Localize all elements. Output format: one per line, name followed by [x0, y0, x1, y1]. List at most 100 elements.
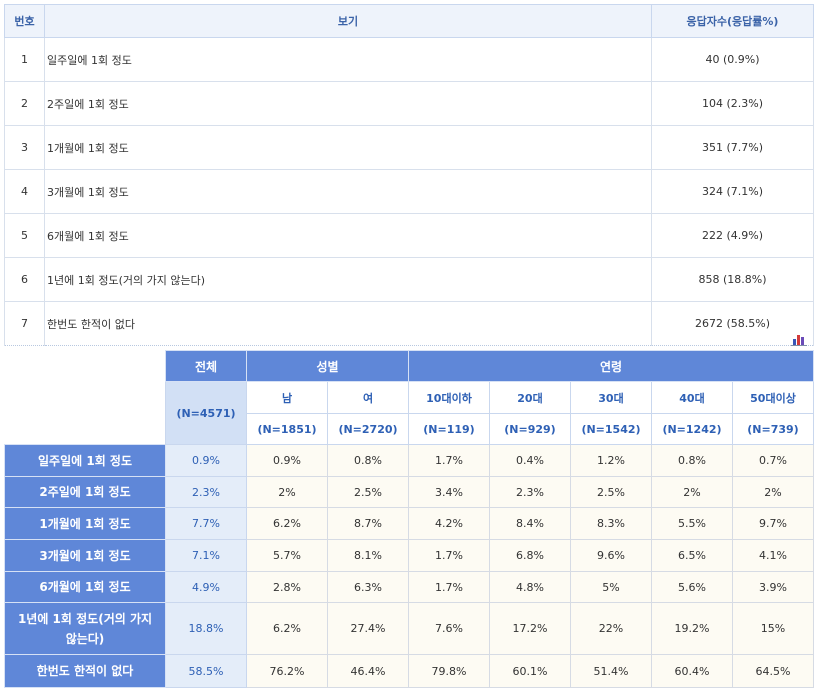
table-row: 7 한번도 한적이 없다 2672 (58.5%): [4, 301, 814, 346]
value-cell: 2.5%: [570, 476, 652, 508]
row-number: 7: [4, 301, 45, 346]
table-row: 1 일주일에 1회 정도 40 (0.9%): [4, 37, 814, 82]
value-cell: 8.1%: [327, 539, 409, 572]
value-cell: 76.2%: [246, 654, 328, 688]
value-cell: 9.6%: [570, 539, 652, 572]
table-row: 6개월에 1회 정도 4.9% 2.8% 6.3% 1.7% 4.8% 5% 5.6% 3.9%: [4, 571, 814, 603]
corner-blank: [4, 350, 166, 445]
column-n: (N=739): [732, 413, 814, 445]
column-n: (N=2720): [327, 413, 409, 445]
table-row: 4 3개월에 1회 정도 324 (7.1%): [4, 169, 814, 214]
row-option: 한번도 한적이 없다: [44, 301, 652, 346]
column-n: (N=1542): [570, 413, 652, 445]
row-option: 3개월에 1회 정도: [44, 169, 652, 214]
column-header: 40대: [651, 381, 733, 414]
value-cell: 8.3%: [570, 507, 652, 540]
row-label: 6개월에 1회 정도: [4, 571, 166, 603]
value-cell: 60.1%: [489, 654, 571, 688]
value-cell: 19.2%: [651, 602, 733, 655]
value-cell: 1.7%: [408, 539, 490, 572]
row-count: 104 (2.3%): [651, 81, 814, 126]
header-count: 응답자수(응답률%): [651, 4, 814, 38]
total-header: 전체: [165, 350, 247, 382]
value-cell: 6.5%: [651, 539, 733, 572]
value-cell: 0.9%: [246, 444, 328, 477]
header-no: 번호: [4, 4, 45, 38]
total-cell: 18.8%: [165, 602, 247, 655]
value-cell: 1.7%: [408, 571, 490, 603]
table-row: 5 6개월에 1회 정도 222 (4.9%): [4, 213, 814, 258]
total-cell: 58.5%: [165, 654, 247, 688]
value-cell: 27.4%: [327, 602, 409, 655]
value-cell: 4.2%: [408, 507, 490, 540]
row-label: 1년에 1회 정도(거의 가지 않는다): [4, 602, 166, 655]
value-cell: 64.5%: [732, 654, 814, 688]
row-option: 6개월에 1회 정도: [44, 213, 652, 258]
value-cell: 51.4%: [570, 654, 652, 688]
value-cell: 5.6%: [651, 571, 733, 603]
value-cell: 5%: [570, 571, 652, 603]
column-header: 30대: [570, 381, 652, 414]
row-count: 351 (7.7%): [651, 125, 814, 170]
value-cell: 8.7%: [327, 507, 409, 540]
bar-chart-icon[interactable]: [791, 332, 807, 346]
total-cell: 7.1%: [165, 539, 247, 572]
total-cell: 0.9%: [165, 444, 247, 477]
response-table-header: 번호 보기 응답자수(응답률%): [4, 4, 814, 38]
row-option: 1년에 1회 정도(거의 가지 않는다): [44, 257, 652, 302]
value-cell: 0.4%: [489, 444, 571, 477]
table-row: 일주일에 1회 정도 0.9% 0.9% 0.8% 1.7% 0.4% 1.2% 0.8% 0.…: [4, 444, 814, 477]
value-cell: 9.7%: [732, 507, 814, 540]
column-header: 여: [327, 381, 409, 414]
total-cell: 7.7%: [165, 507, 247, 540]
row-number: 5: [4, 213, 45, 258]
value-cell: 17.2%: [489, 602, 571, 655]
row-option: 2주일에 1회 정도: [44, 81, 652, 126]
row-option: 일주일에 1회 정도: [44, 37, 652, 82]
column-n: (N=119): [408, 413, 490, 445]
value-cell: 1.2%: [570, 444, 652, 477]
response-table: 번호 보기 응답자수(응답률%) 1 일주일에 1회 정도 40 (0.9%) 2 2주…: [4, 4, 814, 346]
row-label: 일주일에 1회 정도: [4, 444, 166, 477]
value-cell: 0.8%: [651, 444, 733, 477]
table-row: 6 1년에 1회 정도(거의 가지 않는다) 858 (18.8%): [4, 257, 814, 302]
value-cell: 6.8%: [489, 539, 571, 572]
column-header: 50대이상: [732, 381, 814, 414]
value-cell: 2.8%: [246, 571, 328, 603]
value-cell: 0.8%: [327, 444, 409, 477]
table-row: 1년에 1회 정도(거의 가지 않는다) 18.8% 6.2% 27.4% 7.6% 17…: [4, 602, 814, 655]
value-cell: 15%: [732, 602, 814, 655]
value-cell: 4.1%: [732, 539, 814, 572]
value-cell: 7.6%: [408, 602, 490, 655]
value-cell: 5.7%: [246, 539, 328, 572]
table-row: 1개월에 1회 정도 7.7% 6.2% 8.7% 4.2% 8.4% 8.3% 5.5% 9.…: [4, 507, 814, 540]
value-cell: 2%: [732, 476, 814, 508]
table-row: 2주일에 1회 정도 2.3% 2% 2.5% 3.4% 2.3% 2.5% 2% 2%: [4, 476, 814, 508]
row-count: 40 (0.9%): [651, 37, 814, 82]
row-label: 3개월에 1회 정도: [4, 539, 166, 572]
value-cell: 6.2%: [246, 507, 328, 540]
value-cell: 5.5%: [651, 507, 733, 540]
total-n: (N=4571): [165, 381, 247, 445]
column-n: (N=1851): [246, 413, 328, 445]
row-number: 2: [4, 81, 45, 126]
column-header: 20대: [489, 381, 571, 414]
value-cell: 6.2%: [246, 602, 328, 655]
column-n: (N=1242): [651, 413, 733, 445]
value-cell: 2%: [651, 476, 733, 508]
column-header: 10대이하: [408, 381, 490, 414]
row-number: 3: [4, 125, 45, 170]
row-number: 6: [4, 257, 45, 302]
row-count: 2672 (58.5%): [651, 301, 814, 346]
row-label: 1개월에 1회 정도: [4, 507, 166, 540]
row-number: 1: [4, 37, 45, 82]
row-option: 1개월에 1회 정도: [44, 125, 652, 170]
value-cell: 3.9%: [732, 571, 814, 603]
value-cell: 4.8%: [489, 571, 571, 603]
row-label: 2주일에 1회 정도: [4, 476, 166, 508]
value-cell: 0.7%: [732, 444, 814, 477]
value-cell: 22%: [570, 602, 652, 655]
value-cell: 79.8%: [408, 654, 490, 688]
row-label: 한번도 한적이 없다: [4, 654, 166, 688]
value-cell: 46.4%: [327, 654, 409, 688]
